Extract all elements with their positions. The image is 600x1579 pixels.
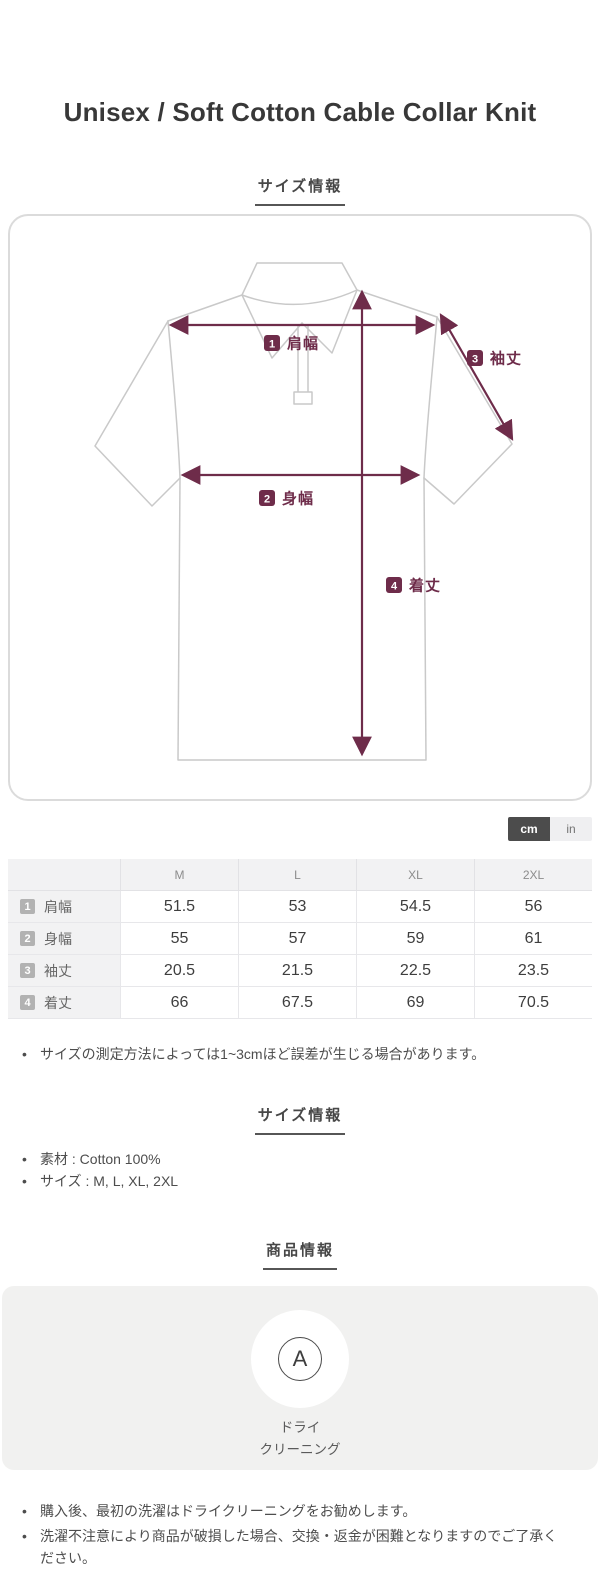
size-value: 69: [356, 987, 474, 1019]
label-badge-3-num: 3: [472, 354, 478, 366]
section-heading-size-diagram: サイズ情報: [0, 175, 600, 206]
section-heading-product-info: 商品情報: [0, 1239, 600, 1271]
footer-note-list: 購入後、最初の洗濯はドライクリーニングをお勧めします。 洗濯不注意により商品が破…: [0, 1500, 600, 1570]
size-value: 21.5: [238, 955, 356, 987]
care-label-line1: ドライ: [279, 1420, 321, 1436]
size-value: 23.5: [474, 955, 592, 987]
size-table-col-header: L: [238, 859, 356, 891]
measurement-arrows: [168, 289, 514, 757]
material-note: 素材 : Cotton 100%: [0, 1148, 600, 1171]
size-table-row-header: 3 袖丈: [8, 955, 120, 987]
measurement-labels: 1 肩幅 2 身幅 3 袖丈 4 着丈: [259, 335, 522, 595]
size-value: 57: [238, 923, 356, 955]
label-badge-4: [386, 577, 402, 593]
size-table-note: サイズの測定方法によっては1~3cmほど誤差が生じる場合があります。: [0, 1043, 600, 1066]
row-label: 肩幅: [44, 898, 72, 915]
label-badge-4-num: 4: [391, 581, 398, 593]
row-label: 袖丈: [44, 962, 72, 979]
row-badge: 4: [20, 995, 35, 1010]
row-label: 身幅: [44, 930, 72, 947]
dry-clean-symbol: A: [292, 1346, 308, 1372]
section-heading-label: サイズ情報: [254, 175, 346, 206]
unit-toggle: cm in: [8, 817, 592, 841]
row-badge: 1: [20, 899, 35, 914]
dry-clean-icon: A: [278, 1337, 322, 1382]
size-table-corner-cell: [8, 859, 120, 891]
size-table-row-header: 2 身幅: [8, 923, 120, 955]
care-instructions-box: A ドライ クリーニング: [2, 1286, 598, 1471]
size-table-col-header: XL: [356, 859, 474, 891]
label-badge-2: [259, 490, 275, 506]
unit-cm-button[interactable]: cm: [508, 817, 550, 841]
size-info-list: 素材 : Cotton 100% サイズ : M, L, XL, 2XL: [0, 1148, 600, 1193]
total-length-label: 着丈: [408, 577, 441, 595]
size-table-row-header: 1 肩幅: [8, 891, 120, 923]
size-table: M L XL 2XL 1 肩幅 51.5 53 54.5 56 2 身幅 55 …: [8, 859, 592, 1019]
size-value: 55: [120, 923, 238, 955]
sizes-note: サイズ : M, L, XL, 2XL: [0, 1170, 600, 1193]
size-table-col-header: M: [120, 859, 238, 891]
size-value: 66: [120, 987, 238, 1019]
shirt-measurement-diagram: 1 肩幅 2 身幅 3 袖丈 4 着丈: [94, 262, 522, 761]
size-table-note-list: サイズの測定方法によっては1~3cmほど誤差が生じる場合があります。: [0, 1043, 600, 1066]
section-heading-label: 商品情報: [262, 1239, 337, 1271]
label-badge-3: [467, 350, 483, 366]
care-symbol-background: A: [251, 1310, 349, 1409]
shirt-outline: [94, 262, 513, 761]
label-badge-1-num: 1: [269, 339, 275, 351]
size-value: 61: [474, 923, 592, 955]
row-badge: 2: [20, 931, 35, 946]
footer-note: 購入後、最初の洗濯はドライクリーニングをお勧めします。: [0, 1500, 600, 1523]
label-badge-2-num: 2: [264, 494, 270, 506]
size-value: 56: [474, 891, 592, 923]
product-title: Unisex / Soft Cotton Cable Collar Knit: [63, 97, 537, 127]
footer-note: 洗濯不注意により商品が破損した場合、交換・返金が困難となりますのでご了承ください…: [0, 1525, 600, 1570]
row-label: 着丈: [44, 994, 72, 1011]
size-value: 20.5: [120, 955, 238, 987]
size-value: 67.5: [238, 987, 356, 1019]
size-value: 53: [238, 891, 356, 923]
body-width-label: 身幅: [282, 490, 314, 508]
care-label-line2: クリーニング: [259, 1442, 341, 1458]
size-value: 51.5: [120, 891, 238, 923]
size-value: 54.5: [356, 891, 474, 923]
size-table-col-header: 2XL: [474, 859, 592, 891]
care-label: ドライ クリーニング: [260, 1417, 341, 1461]
label-badge-1: [264, 335, 280, 351]
sleeve-length-arrow: [439, 313, 514, 441]
size-value: 22.5: [356, 955, 474, 987]
size-value: 70.5: [474, 987, 592, 1019]
sleeve-length-label: 袖丈: [490, 350, 522, 368]
size-diagram-panel: 1 肩幅 2 身幅 3 袖丈 4 着丈: [8, 214, 592, 801]
section-heading-size-info: サイズ情報: [0, 1104, 600, 1135]
row-badge: 3: [20, 963, 35, 978]
unit-in-button[interactable]: in: [550, 817, 592, 841]
section-heading-label: サイズ情報: [254, 1104, 346, 1135]
shoulder-width-label: 肩幅: [287, 335, 319, 353]
size-table-row-header: 4 着丈: [8, 987, 120, 1019]
size-value: 59: [356, 923, 474, 955]
